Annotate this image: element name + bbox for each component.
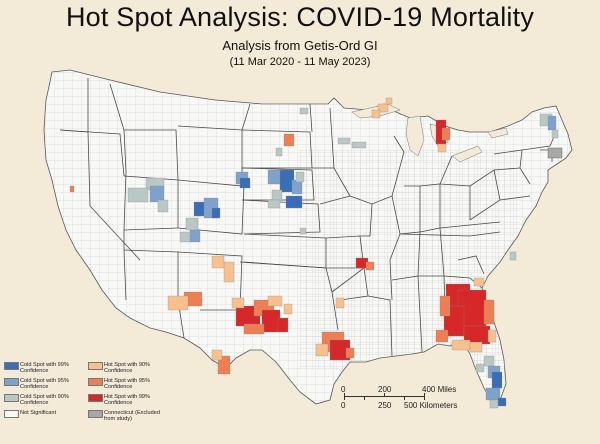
legend-swatch — [4, 362, 19, 370]
hot-spot-cluster — [451, 339, 471, 351]
hot-spot-cluster — [231, 297, 245, 309]
legend-label: Hot Spot with 99% Confidence — [104, 394, 151, 407]
scale-km-0: 0 — [341, 401, 346, 410]
hot-spot-cluster — [223, 261, 235, 283]
hot-spot-cluster — [217, 355, 231, 375]
legend-label: Cold Spot with 99% Confidence — [20, 362, 69, 375]
scale-mile-0: 0 — [341, 385, 346, 394]
cold-spot-cluster — [299, 227, 307, 235]
scale-bar: 0 200 400 Miles 0 250 500 Kilometers — [340, 385, 470, 428]
cold-spot-cluster — [491, 371, 503, 389]
scale-mile-200: 200 — [378, 385, 392, 394]
cold-spot-cluster — [157, 199, 169, 213]
hot-spot-cluster — [267, 295, 283, 307]
hot-spot-cluster — [385, 97, 393, 105]
hot-spot-cluster — [439, 295, 451, 317]
hot-spot-cluster — [371, 109, 381, 119]
hot-spot-cluster — [277, 317, 289, 333]
legend-swatch — [88, 362, 103, 370]
cold-spot-cluster — [351, 141, 367, 149]
cold-spot-cluster — [483, 355, 495, 367]
hot-spot-cluster — [69, 185, 75, 193]
cold-spot-cluster — [239, 177, 251, 189]
connecticut-excluded — [547, 147, 563, 159]
hot-spot-cluster — [335, 297, 345, 309]
hot-spot-cluster — [315, 343, 329, 357]
cold-spot-cluster — [295, 171, 305, 183]
legend: Cold Spot with 99% Confidence Cold Spot w… — [4, 362, 244, 442]
hot-spot-cluster — [167, 295, 189, 311]
hot-spot-cluster — [435, 329, 449, 343]
legend-label: Cold Spot with 95% Confidence — [20, 378, 69, 391]
cold-spot-cluster — [127, 187, 149, 203]
hot-spot-cluster — [211, 349, 223, 361]
hot-spot-cluster — [473, 277, 485, 287]
hot-spot-cluster — [345, 347, 355, 359]
legend-label: Cold Spot with 90% Confidence — [20, 394, 69, 407]
hot-spot-cluster — [469, 341, 483, 353]
hot-spot-cluster — [261, 309, 281, 333]
hot-spot-cluster — [365, 261, 375, 271]
map-title: Hot Spot Analysis: COVID-19 Mortality — [65, 2, 535, 32]
hot-spot-cluster — [283, 133, 295, 147]
hot-spots — [69, 97, 497, 375]
hot-spot-cluster — [441, 127, 451, 141]
cold-spots — [127, 107, 559, 409]
cold-spot-cluster — [547, 115, 557, 131]
hot-spot-cluster — [283, 303, 293, 315]
legend-label: Hot Spot with 95% Confidence — [104, 378, 151, 391]
hot-spot-cluster — [243, 323, 265, 335]
cold-spot-cluster — [337, 137, 351, 145]
legend-swatch — [4, 410, 19, 418]
hot-spot-cluster — [211, 255, 225, 269]
hot-spot-cluster — [377, 103, 389, 113]
cold-spot-cluster — [285, 195, 303, 209]
state-borders — [59, 78, 557, 357]
map-subtitle: Analysis from Getis-Ord GI — [222, 38, 378, 53]
legend-swatch — [88, 394, 103, 402]
cold-spot-cluster — [149, 185, 165, 203]
cold-spot-cluster — [211, 207, 221, 219]
scale-km-500: 500 Kilometers — [404, 401, 458, 410]
legend-swatch — [88, 410, 103, 418]
legend-swatch — [4, 394, 19, 402]
cold-spot-cluster — [475, 363, 485, 373]
cold-spot-cluster — [275, 147, 283, 157]
scale-mile-400: 400 Miles — [422, 385, 457, 394]
scale-km-250: 250 — [378, 401, 392, 410]
cold-spot-cluster — [489, 399, 499, 409]
cold-spot-cluster — [497, 397, 507, 407]
cold-spot-cluster — [271, 189, 283, 201]
hot-spot-cluster — [483, 299, 495, 325]
legend-label: Connecticut (Excluded from study) — [104, 410, 160, 423]
legend-swatch — [4, 378, 19, 386]
cold-spot-cluster — [185, 217, 199, 231]
hot-spot-cluster — [437, 143, 447, 153]
legend-swatch — [88, 378, 103, 386]
date-range: (11 Mar 2020 - 11 May 2023) — [229, 56, 371, 68]
cold-spot-cluster — [509, 251, 517, 261]
hot-spot-cluster — [487, 329, 497, 343]
cold-spot-cluster — [267, 199, 281, 209]
legend-label: Hot Spot with 90% Confidence — [104, 362, 151, 375]
cold-spot-cluster — [189, 229, 201, 243]
cold-spot-cluster — [179, 231, 191, 243]
cold-spot-cluster — [299, 107, 309, 115]
cold-spot-cluster — [551, 129, 559, 139]
legend-label: Not Significant — [20, 410, 57, 416]
